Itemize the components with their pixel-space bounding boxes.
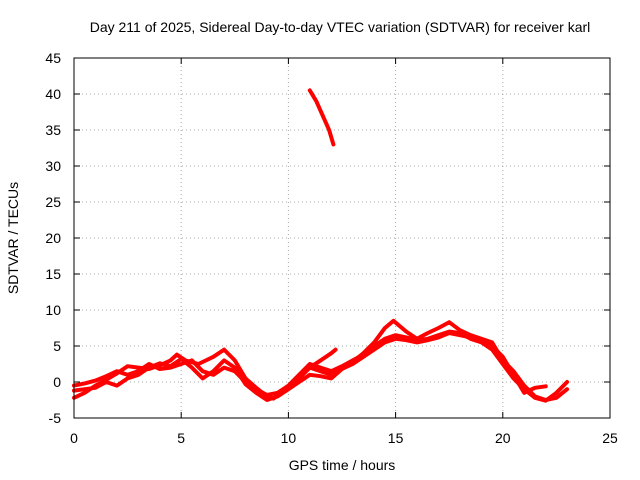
x-axis-tick-labels: 0 5 10 15 20 25 bbox=[70, 430, 618, 446]
y-axis-label: SDTVAR / TECUs bbox=[5, 182, 21, 294]
y-tick-label: 20 bbox=[45, 230, 61, 246]
series-line-track-b bbox=[72, 329, 570, 403]
axis-ticks bbox=[73, 57, 611, 419]
y-tick-label: 30 bbox=[45, 158, 61, 174]
x-tick-label: 15 bbox=[388, 430, 404, 446]
y-tick-label: 0 bbox=[53, 374, 61, 390]
x-tick-label: 20 bbox=[495, 430, 511, 446]
y-axis-tick-labels: -5 0 5 10 15 20 25 30 35 40 45 bbox=[45, 50, 61, 426]
series-line-track-d bbox=[297, 347, 338, 381]
chart-title: Day 211 of 2025, Sidereal Day-to-day VTE… bbox=[90, 19, 591, 35]
y-tick-label: 25 bbox=[45, 194, 61, 210]
y-tick-label: 10 bbox=[45, 302, 61, 318]
y-tick-label: -5 bbox=[49, 410, 62, 426]
series-line-track-c bbox=[72, 331, 548, 402]
x-tick-label: 5 bbox=[177, 430, 185, 446]
y-tick-label: 45 bbox=[45, 50, 61, 66]
y-tick-label: 40 bbox=[45, 86, 61, 102]
x-axis-label: GPS time / hours bbox=[289, 457, 396, 473]
x-tick-label: 25 bbox=[602, 430, 618, 446]
x-tick-label: 10 bbox=[281, 430, 297, 446]
y-tick-label: 35 bbox=[45, 122, 61, 138]
y-tick-label: 5 bbox=[53, 338, 61, 354]
series-group bbox=[72, 88, 570, 403]
x-tick-label: 0 bbox=[70, 430, 78, 446]
grid-lines bbox=[74, 58, 610, 418]
y-tick-label: 15 bbox=[45, 266, 61, 282]
series-line-track-e bbox=[307, 88, 336, 147]
